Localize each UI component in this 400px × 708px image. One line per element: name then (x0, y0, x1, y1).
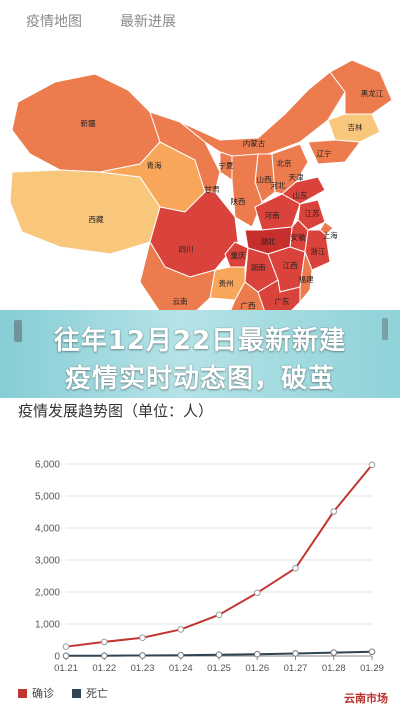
map-label: 四川 (179, 245, 194, 254)
map-label: 黑龙江 (361, 88, 384, 98)
data-point (139, 652, 146, 659)
map-label: 山东 (293, 190, 308, 200)
tab-latest-progress[interactable]: 最新进展 (120, 14, 176, 30)
province-jiangsu (297, 199, 326, 231)
tab-bar: 疫情地图 最新进展 (0, 0, 400, 42)
data-point (100, 652, 108, 660)
x-tick-label: 01.24 (169, 663, 193, 674)
province-fujian (299, 250, 313, 304)
tab-epidemic-map[interactable]: 疫情地图 (26, 14, 82, 30)
banner-decoration (382, 318, 388, 340)
watermark-logo: 云南市场 (344, 692, 388, 705)
map-label: 湖南 (251, 262, 266, 272)
map-label: 青海 (147, 160, 162, 170)
legend-item-deaths[interactable]: 死亡 (72, 685, 108, 701)
chart-title: 疫情发展趋势图（单位：人） (18, 402, 214, 420)
map-label: 江苏 (305, 208, 320, 218)
headline-line-1: 往年12月22日最新新建 (53, 326, 347, 356)
data-point (215, 611, 223, 619)
data-point (330, 649, 338, 656)
y-tick-label: 1,000 (35, 620, 60, 631)
series-line-confirmed (65, 464, 373, 648)
china-epidemic-map[interactable]: 黑龙江 吉林 辽宁 内蒙古 新疆 北京 天津 河北 山西 宁夏 甘肃 陕西 山东… (0, 42, 400, 312)
y-tick-label: 4,000 (35, 524, 60, 535)
map-label: 广东 (275, 296, 290, 306)
x-tick-label: 01.29 (360, 663, 384, 674)
data-point (177, 626, 185, 633)
legend-label: 死亡 (86, 687, 108, 700)
y-tick-label: 6,000 (35, 460, 60, 471)
data-point (330, 508, 338, 515)
map-label: 江西 (283, 261, 298, 270)
province-henan (254, 193, 301, 231)
map-label: 宁夏 (219, 160, 234, 170)
data-point (215, 651, 223, 658)
map-label: 北京 (277, 158, 292, 168)
map-label: 湖北 (261, 237, 276, 246)
map-label: 安徽 (291, 232, 306, 242)
map-label: 山西 (257, 174, 272, 184)
map-label: 浙江 (311, 246, 326, 256)
legend-swatch (72, 688, 81, 698)
data-point (139, 634, 146, 642)
legend-item-confirmed[interactable]: 确诊 (18, 685, 54, 701)
map-label: 辽宁 (317, 148, 332, 158)
map-label: 新疆 (81, 118, 96, 128)
x-tick-label: 01.25 (207, 663, 231, 674)
data-point (292, 650, 299, 657)
map-label: 河南 (265, 210, 280, 220)
data-point (62, 643, 70, 650)
map-label: 广西 (241, 300, 256, 310)
province-yunnan (139, 240, 216, 312)
data-point (368, 461, 376, 469)
y-tick-label: 0 (54, 652, 60, 663)
x-tick-label: 01.27 (284, 663, 308, 674)
map-label: 福建 (299, 274, 314, 284)
x-tick-label: 01.28 (322, 663, 346, 674)
data-point (100, 638, 108, 646)
data-point (177, 651, 185, 659)
data-point (368, 648, 376, 656)
x-tick-label: 01.21 (54, 663, 78, 674)
province-xizang (9, 169, 161, 255)
y-tick-label: 5,000 (35, 492, 60, 503)
map-label: 河北 (271, 181, 286, 190)
trend-line-chart[interactable]: 0 1,000 2,000 3,000 4,000 5,000 6,000 01.21 01.2… (0, 440, 400, 680)
x-tick-label: 01.26 (245, 663, 269, 674)
map-label: 上海 (323, 230, 338, 240)
map-label: 天津 (289, 173, 304, 182)
map-label: 西藏 (89, 214, 104, 224)
data-point (292, 564, 299, 572)
map-label: 内蒙古 (243, 138, 266, 148)
banner-decoration (14, 320, 22, 342)
map-label: 重庆 (231, 250, 246, 260)
map-label: 吉林 (348, 122, 363, 132)
x-tick-label: 01.22 (92, 663, 116, 674)
y-tick-label: 3,000 (35, 556, 60, 567)
province-guangdong (257, 279, 301, 312)
headline-line-2: 疫情实时动态图，破茧 (64, 364, 335, 394)
legend-swatch (18, 688, 27, 698)
y-tick-label: 2,000 (35, 588, 60, 599)
chart-legend: 确诊 死亡 (18, 686, 126, 700)
legend-label: 确诊 (32, 687, 54, 700)
province-liaoning (307, 139, 361, 165)
map-label: 陕西 (231, 196, 246, 206)
map-label: 云南 (173, 296, 188, 306)
data-point (253, 589, 261, 597)
data-point (253, 650, 261, 658)
data-point (62, 652, 70, 660)
province-heilongjiang (329, 59, 393, 115)
map-label: 甘肃 (205, 184, 220, 194)
x-tick-label: 01.23 (131, 663, 155, 674)
headline-banner: 往年12月22日最新新建 疫情实时动态图，破茧 (0, 310, 400, 398)
map-label: 贵州 (219, 278, 234, 288)
